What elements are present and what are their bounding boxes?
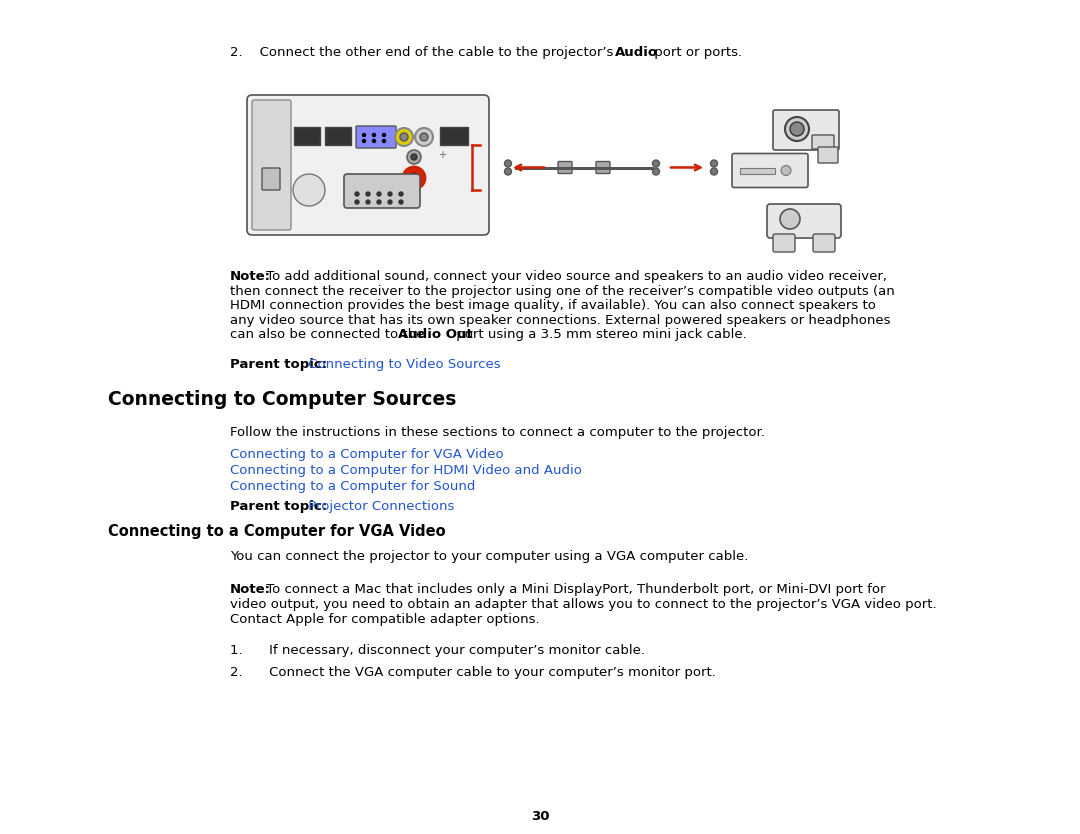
Circle shape [388,192,392,196]
Circle shape [373,133,376,137]
FancyBboxPatch shape [356,126,396,148]
Text: 30: 30 [530,810,550,823]
Text: Connecting to Video Sources: Connecting to Video Sources [303,358,501,371]
FancyBboxPatch shape [812,135,834,149]
Text: To add additional sound, connect your video source and speakers to an audio vide: To add additional sound, connect your vi… [262,270,887,283]
Circle shape [388,200,392,204]
Circle shape [363,139,365,143]
Circle shape [652,160,660,167]
Circle shape [377,200,381,204]
FancyBboxPatch shape [262,168,280,190]
Text: Connecting to a Computer for VGA Video: Connecting to a Computer for VGA Video [108,524,446,539]
Text: Note:: Note: [230,270,271,283]
Circle shape [789,122,804,136]
Text: port using a 3.5 mm stereo mini jack cable.: port using a 3.5 mm stereo mini jack cab… [453,328,746,341]
Circle shape [652,168,660,175]
Circle shape [407,150,421,164]
Circle shape [785,117,809,141]
Circle shape [373,139,376,143]
Circle shape [355,192,359,196]
Circle shape [711,168,717,175]
Text: Audio Out: Audio Out [399,328,473,341]
Circle shape [411,154,417,160]
Circle shape [363,133,365,137]
Circle shape [395,128,413,146]
Text: Contact Apple for compatible adapter options.: Contact Apple for compatible adapter opt… [230,613,540,626]
Text: Connecting to a Computer for HDMI Video and Audio: Connecting to a Computer for HDMI Video … [230,464,582,477]
FancyBboxPatch shape [818,147,838,163]
Circle shape [382,133,386,137]
Text: To connect a Mac that includes only a Mini DisplayPort, Thunderbolt port, or Min: To connect a Mac that includes only a Mi… [262,583,886,596]
Text: 2.  Connect the VGA computer cable to your computer’s monitor port.: 2. Connect the VGA computer cable to you… [230,666,716,679]
Text: Note:: Note: [230,583,271,596]
Bar [440,127,468,145]
Text: can also be connected to the: can also be connected to the [230,328,429,341]
Circle shape [399,192,403,196]
FancyBboxPatch shape [596,162,610,173]
Circle shape [415,128,433,146]
Circle shape [781,165,791,175]
Circle shape [504,168,512,175]
Text: You can connect the projector to your computer using a VGA computer cable.: You can connect the projector to your co… [230,550,748,563]
Text: Projector Connections: Projector Connections [303,500,455,513]
FancyBboxPatch shape [558,162,572,173]
FancyBboxPatch shape [345,174,420,208]
Text: Connecting to Computer Sources: Connecting to Computer Sources [108,390,457,409]
FancyBboxPatch shape [813,234,835,252]
Text: Audio: Audio [615,46,658,59]
Circle shape [400,133,408,141]
Bar [740,168,775,173]
Text: then connect the receiver to the projector using one of the receiver’s compatibl: then connect the receiver to the project… [230,284,894,298]
Text: Connecting to a Computer for Sound: Connecting to a Computer for Sound [230,480,475,493]
Text: Connecting to a Computer for VGA Video: Connecting to a Computer for VGA Video [230,448,503,461]
Text: Follow the instructions in these sections to connect a computer to the projector: Follow the instructions in these section… [230,426,765,439]
FancyBboxPatch shape [773,234,795,252]
Circle shape [504,160,512,167]
Text: Parent topic:: Parent topic: [230,358,327,371]
Text: Parent topic:: Parent topic: [230,500,327,513]
Circle shape [355,200,359,204]
Circle shape [711,160,717,167]
Circle shape [780,209,800,229]
Bar [325,127,351,145]
Text: +: + [438,150,446,160]
Circle shape [293,174,325,206]
Circle shape [377,192,381,196]
Circle shape [366,192,370,196]
Circle shape [399,200,403,204]
FancyBboxPatch shape [732,153,808,188]
Circle shape [382,139,386,143]
Bar [294,127,320,145]
Text: port or ports.: port or ports. [650,46,742,59]
Circle shape [409,173,419,183]
Text: HDMI connection provides the best image quality, if available). You can also con: HDMI connection provides the best image … [230,299,876,312]
Circle shape [366,200,370,204]
Text: any video source that has its own speaker connections. External powered speakers: any video source that has its own speake… [230,314,891,326]
Text: video output, you need to obtain an adapter that allows you to connect to the pr: video output, you need to obtain an adap… [230,598,936,611]
Circle shape [403,167,426,189]
FancyBboxPatch shape [247,95,489,235]
Text: 1.  If necessary, disconnect your computer’s monitor cable.: 1. If necessary, disconnect your compute… [230,644,645,657]
FancyBboxPatch shape [252,100,291,230]
FancyBboxPatch shape [773,110,839,150]
Circle shape [420,133,428,141]
Text: 2.    Connect the other end of the cable to the projector’s: 2. Connect the other end of the cable to… [230,46,618,59]
FancyBboxPatch shape [767,204,841,238]
